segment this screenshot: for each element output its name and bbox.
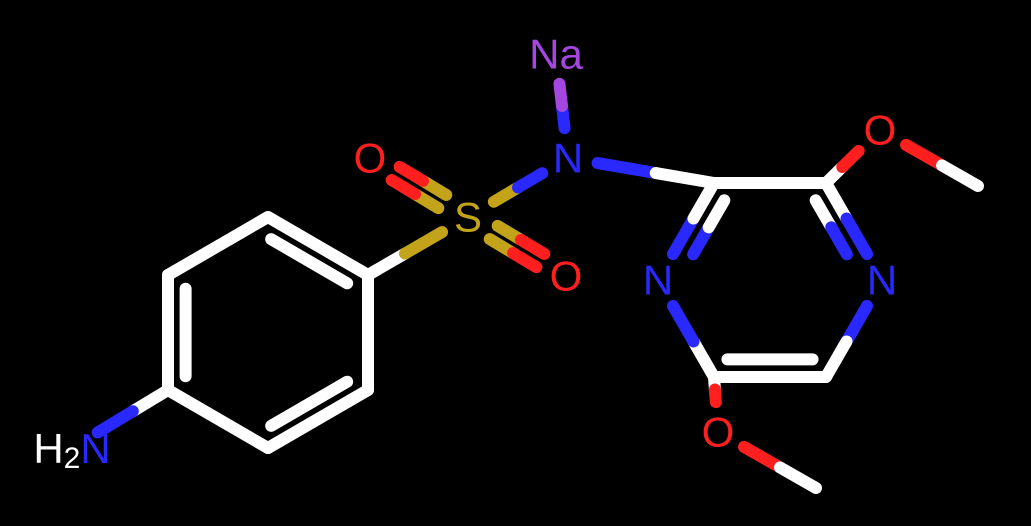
Nsulf-label: N: [553, 135, 583, 182]
OsulfU-label: O: [354, 135, 387, 182]
P_l-label: N: [643, 257, 673, 304]
S-label: S: [454, 194, 482, 241]
OsulfD-label: O: [550, 253, 583, 300]
Na-label: Na: [529, 31, 583, 78]
OtopOMe-label: O: [864, 107, 897, 154]
molecule-diagram: H2N S O O N Na O O N N: [0, 0, 1031, 526]
amine-label: H2N: [33, 425, 110, 475]
P_r-label: N: [867, 257, 897, 304]
ObotOMe-label: O: [702, 409, 735, 456]
